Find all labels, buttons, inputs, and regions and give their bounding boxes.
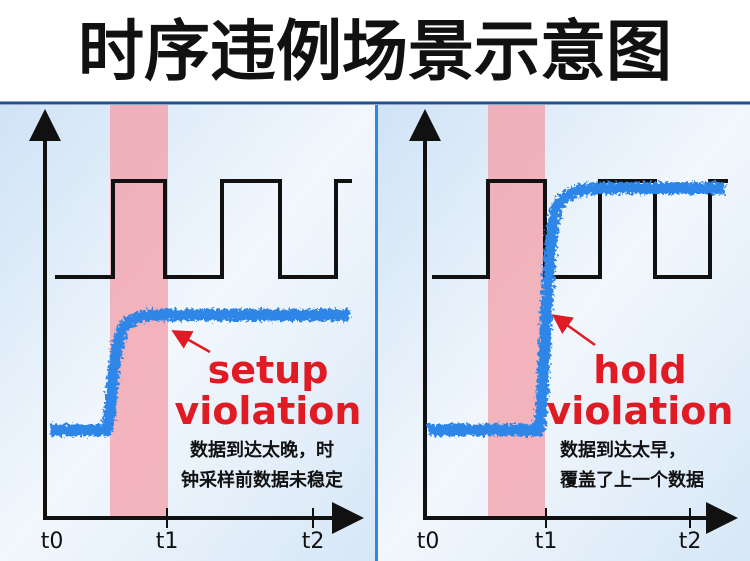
label: violation (547, 389, 734, 433)
arrow (171, 330, 211, 354)
clock (55, 179, 352, 279)
panel-bg (378, 105, 750, 561)
panel-bg (0, 105, 375, 561)
time-label: t0 (417, 529, 440, 554)
description: 覆盖了上一个数据 (560, 469, 704, 491)
label: setup (208, 348, 329, 392)
label: hold (593, 348, 686, 392)
description: 数据到达太早， (560, 439, 686, 461)
data-signal (50, 308, 350, 436)
description: 数据到达太晚，时 (190, 439, 334, 461)
label: violation (175, 389, 362, 433)
clock (432, 179, 728, 279)
description: 钟采样前数据未稳定 (181, 469, 343, 491)
arrow (551, 314, 596, 347)
time-label: t2 (302, 529, 325, 554)
data-signal (428, 182, 725, 436)
time-label: t1 (535, 529, 558, 554)
time-label: t0 (41, 529, 64, 554)
time-label: t2 (679, 529, 702, 554)
sampling-window (488, 105, 545, 520)
title: 时序违例场景示意图 (78, 13, 672, 90)
time-label: t1 (156, 529, 179, 554)
